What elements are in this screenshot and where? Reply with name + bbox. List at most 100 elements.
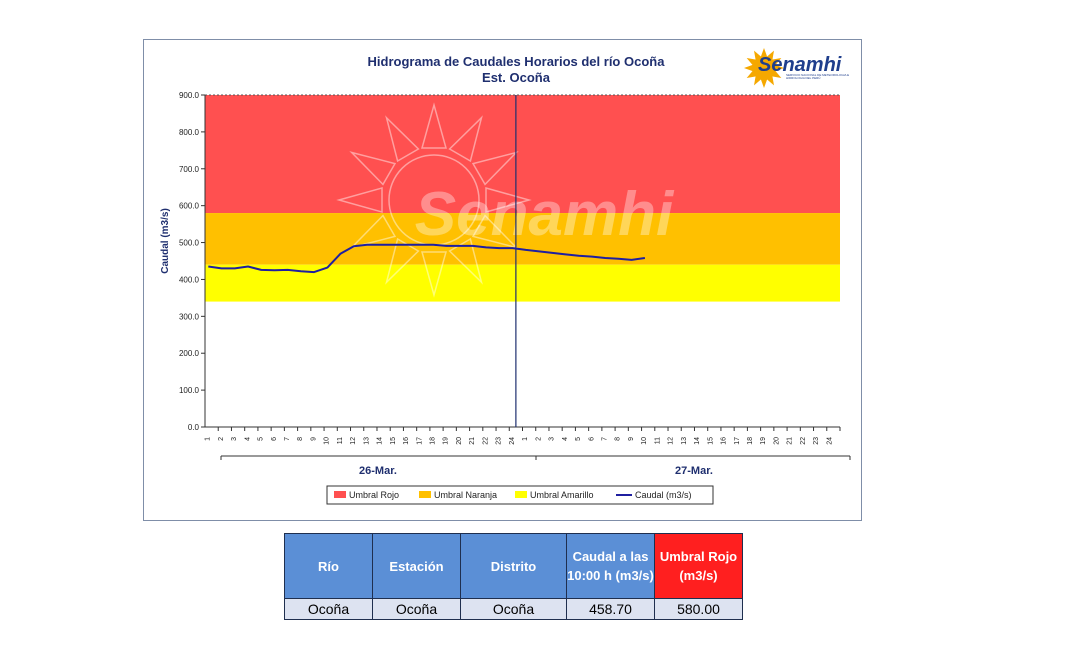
threshold-band-3 bbox=[205, 264, 840, 302]
cell-estacion: Ocoña bbox=[372, 598, 461, 620]
x-tick-label: 9 bbox=[310, 437, 317, 441]
x-tick-label: 22 bbox=[482, 437, 489, 445]
watermark-sun-ray bbox=[421, 102, 447, 149]
x-tick-label: 7 bbox=[284, 437, 291, 441]
watermark-sun-ray bbox=[471, 151, 519, 186]
y-tick-label: 0.0 bbox=[188, 423, 200, 432]
x-tick-label: 22 bbox=[800, 437, 807, 445]
x-tick-label: 8 bbox=[297, 437, 304, 441]
x-tick-label: 2 bbox=[535, 437, 542, 441]
chart-legend: Umbral Rojo Umbral Naranja Umbral Amarillo… bbox=[326, 485, 714, 505]
threshold-band-2 bbox=[205, 213, 840, 265]
x-tick-label: 4 bbox=[244, 437, 251, 441]
x-tick-label: 11 bbox=[337, 437, 344, 444]
x-tick-label: 12 bbox=[668, 437, 675, 445]
x-tick-label: 18 bbox=[430, 437, 437, 445]
x-tick-label: 1 bbox=[205, 437, 212, 441]
x-tick-label: 17 bbox=[734, 437, 741, 445]
header-umbral-rojo: Umbral Rojo (m3/s) bbox=[654, 533, 743, 599]
x-tick-label: 3 bbox=[549, 437, 556, 441]
x-tick-label: 15 bbox=[390, 437, 397, 445]
y-tick-label: 700.0 bbox=[179, 165, 200, 174]
watermark-sun-ray bbox=[485, 187, 532, 213]
x-tick-label: 13 bbox=[363, 437, 370, 445]
y-tick-label: 100.0 bbox=[179, 386, 200, 395]
x-tick-label: 5 bbox=[575, 437, 582, 441]
day-label: 26-Mar. bbox=[359, 465, 397, 477]
x-tick-label: 14 bbox=[377, 437, 384, 445]
cell-distrito: Ocoña bbox=[460, 598, 567, 620]
x-tick-label: 11 bbox=[654, 437, 661, 444]
watermark-text: Senamhi bbox=[415, 180, 675, 249]
x-tick-label: 2 bbox=[218, 437, 225, 441]
y-tick-label: 600.0 bbox=[179, 202, 200, 211]
legend-swatch bbox=[334, 491, 346, 498]
x-tick-label: 4 bbox=[562, 437, 569, 441]
x-tick-label: 20 bbox=[773, 437, 780, 445]
x-tick-label: 19 bbox=[443, 437, 450, 445]
x-tick-label: 10 bbox=[324, 437, 331, 445]
x-tick-label: 14 bbox=[694, 437, 701, 445]
chart-title: Hidrograma de Caudales Horarios del río … bbox=[368, 54, 666, 69]
cell-rio: Ocoña bbox=[284, 598, 373, 620]
x-tick-label: 7 bbox=[601, 437, 608, 441]
legend-label: Umbral Naranja bbox=[434, 490, 497, 500]
x-tick-label: 8 bbox=[615, 437, 622, 441]
sun-logo-icon bbox=[744, 48, 784, 88]
legend-label: Caudal (m3/s) bbox=[635, 490, 692, 500]
y-axis-label: Caudal (m3/s) bbox=[160, 208, 171, 274]
x-tick-label: 6 bbox=[271, 437, 278, 441]
header-estacion: Estación bbox=[372, 533, 461, 599]
y-tick-label: 500.0 bbox=[179, 239, 200, 248]
station-table: Río Estación Distrito Caudal a las 10:00… bbox=[284, 533, 743, 620]
y-tick-label: 400.0 bbox=[179, 275, 200, 284]
table-row: Ocoña Ocoña Ocoña 458.70 580.00 bbox=[284, 598, 743, 620]
y-tick-label: 300.0 bbox=[179, 312, 200, 321]
x-tick-label: 23 bbox=[496, 437, 503, 445]
x-tick-label: 21 bbox=[469, 437, 476, 445]
x-tick-label: 5 bbox=[258, 437, 265, 441]
watermark-sun-ray bbox=[349, 151, 397, 186]
watermark-sun-ray bbox=[385, 115, 420, 163]
threshold-band-1 bbox=[205, 95, 840, 214]
x-tick-label: 18 bbox=[747, 437, 754, 445]
x-tick-label: 13 bbox=[681, 437, 688, 445]
hydrograph-chart: Senamhi 0.0 100.0 200.0 300.0 400.0 500.0 600.0… bbox=[143, 39, 862, 521]
x-tick-label: 3 bbox=[231, 437, 238, 441]
series-line-caudal bbox=[208, 243, 646, 274]
watermark-sun-ray bbox=[336, 187, 383, 213]
y-tick-label: 200.0 bbox=[179, 349, 200, 358]
x-tick-label: 16 bbox=[403, 437, 410, 445]
header-distrito: Distrito bbox=[460, 533, 567, 599]
watermark-sun-ray bbox=[471, 214, 519, 249]
x-tick-label: 6 bbox=[588, 437, 595, 441]
x-tick-label: 15 bbox=[707, 437, 714, 445]
cell-umbral-rojo: 580.00 bbox=[654, 598, 743, 620]
x-tick-label: 1 bbox=[522, 437, 529, 441]
x-tick-label: 10 bbox=[641, 437, 648, 445]
watermark-sun-ray bbox=[349, 214, 397, 249]
senamhi-logo bbox=[742, 46, 854, 88]
x-tick-label: 19 bbox=[760, 437, 767, 445]
cell-caudal: 458.70 bbox=[566, 598, 655, 620]
table-header-row: Río Estación Distrito Caudal a las 10:00… bbox=[284, 533, 743, 599]
x-tick-label: 9 bbox=[628, 437, 635, 441]
x-tick-label: 16 bbox=[721, 437, 728, 445]
x-tick-label: 24 bbox=[509, 437, 516, 445]
y-tick-label: 800.0 bbox=[179, 128, 200, 137]
x-tick-label: 17 bbox=[416, 437, 423, 445]
y-tick-label: 900.0 bbox=[179, 91, 200, 100]
logo-subtitle: SERVICIO NACIONAL DE METEOROLOGIA E HIDR… bbox=[786, 73, 850, 80]
x-tick-label: 23 bbox=[813, 437, 820, 445]
legend-swatch bbox=[515, 491, 527, 498]
day-label: 27-Mar. bbox=[675, 465, 713, 477]
watermark-sun-ray bbox=[421, 251, 447, 298]
header-rio: Río bbox=[284, 533, 373, 599]
chart-canvas: Senamhi 0.0 100.0 200.0 300.0 400.0 500.0 600.0… bbox=[160, 54, 851, 505]
x-tick-label: 12 bbox=[350, 437, 357, 445]
x-tick-label: 21 bbox=[787, 437, 794, 445]
logo-name: Senamhi bbox=[758, 54, 842, 76]
x-tick-label: 24 bbox=[826, 437, 833, 445]
x-tick-label: 20 bbox=[456, 437, 463, 445]
watermark-sun-ray bbox=[448, 115, 483, 163]
